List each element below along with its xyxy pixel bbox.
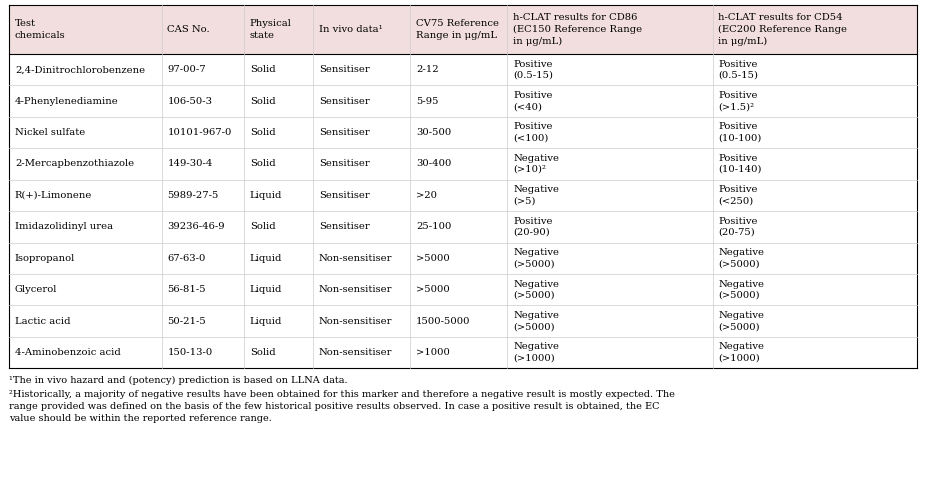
Text: ²Historically, a majority of negative results have been obtained for this marker: ²Historically, a majority of negative re… xyxy=(9,390,675,423)
Bar xyxy=(9,5,917,54)
Text: Negative
(>5000): Negative (>5000) xyxy=(513,248,559,268)
Text: Positive
(<100): Positive (<100) xyxy=(513,122,553,142)
Text: 56-81-5: 56-81-5 xyxy=(168,285,206,294)
Text: h-CLAT results for CD54
(EC200 Reference Range
in μg/mL): h-CLAT results for CD54 (EC200 Reference… xyxy=(719,13,847,46)
Text: Imidazolidinyl urea: Imidazolidinyl urea xyxy=(15,222,113,231)
Bar xyxy=(9,274,917,305)
Text: CV75 Reference
Range in μg/mL: CV75 Reference Range in μg/mL xyxy=(416,19,499,40)
Text: Solid: Solid xyxy=(250,160,275,168)
Bar xyxy=(9,54,917,85)
Text: >20: >20 xyxy=(416,191,437,200)
Text: Liquid: Liquid xyxy=(250,285,282,294)
Text: 1500-5000: 1500-5000 xyxy=(416,317,470,326)
Text: Sensitiser: Sensitiser xyxy=(319,191,369,200)
Text: Negative
(>5000): Negative (>5000) xyxy=(719,248,764,268)
Text: Solid: Solid xyxy=(250,97,275,106)
Text: 2-12: 2-12 xyxy=(416,65,439,74)
Text: Negative
(>10)²: Negative (>10)² xyxy=(513,154,559,174)
Text: Negative
(>1000): Negative (>1000) xyxy=(513,343,559,362)
Text: Sensitiser: Sensitiser xyxy=(319,65,369,74)
Text: Solid: Solid xyxy=(250,222,275,231)
Text: R(+)-Limonene: R(+)-Limonene xyxy=(15,191,93,200)
Text: Negative
(>5000): Negative (>5000) xyxy=(719,311,764,331)
Text: 10101-967-0: 10101-967-0 xyxy=(168,128,232,137)
Text: 30-400: 30-400 xyxy=(416,160,451,168)
Text: 5-95: 5-95 xyxy=(416,97,438,106)
Text: Negative
(>5): Negative (>5) xyxy=(513,185,559,205)
Text: Physical
state: Physical state xyxy=(250,19,292,40)
Text: CAS No.: CAS No. xyxy=(168,25,210,34)
Bar xyxy=(9,85,917,117)
Text: Test
chemicals: Test chemicals xyxy=(15,19,66,40)
Text: 2-Mercapbenzothiazole: 2-Mercapbenzothiazole xyxy=(15,160,134,168)
Text: 39236-46-9: 39236-46-9 xyxy=(168,222,225,231)
Text: Solid: Solid xyxy=(250,128,275,137)
Text: >1000: >1000 xyxy=(416,348,450,357)
Text: Positive
(20-90): Positive (20-90) xyxy=(513,217,553,237)
Bar xyxy=(9,337,917,368)
Text: 50-21-5: 50-21-5 xyxy=(168,317,206,326)
Text: Glycerol: Glycerol xyxy=(15,285,57,294)
Text: Liquid: Liquid xyxy=(250,254,282,263)
Text: Positive
(<40): Positive (<40) xyxy=(513,91,553,111)
Bar xyxy=(9,211,917,243)
Text: 4-Phenylenediamine: 4-Phenylenediamine xyxy=(15,97,119,106)
Text: 106-50-3: 106-50-3 xyxy=(168,97,212,106)
Text: 67-63-0: 67-63-0 xyxy=(168,254,206,263)
Text: Positive
(>1.5)²: Positive (>1.5)² xyxy=(719,91,757,111)
Text: Positive
(0.5-15): Positive (0.5-15) xyxy=(719,59,758,80)
Text: Isopropanol: Isopropanol xyxy=(15,254,75,263)
Text: Negative
(>5000): Negative (>5000) xyxy=(513,311,559,331)
Text: 4-Aminobenzoic acid: 4-Aminobenzoic acid xyxy=(15,348,120,357)
Text: 25-100: 25-100 xyxy=(416,222,451,231)
Text: >5000: >5000 xyxy=(416,254,450,263)
Bar xyxy=(9,305,917,337)
Text: Non-sensitiser: Non-sensitiser xyxy=(319,285,393,294)
Bar xyxy=(9,148,917,180)
Text: ¹The in vivo hazard and (potency) prediction is based on LLNA data.: ¹The in vivo hazard and (potency) predic… xyxy=(9,376,348,385)
Text: Sensitiser: Sensitiser xyxy=(319,222,369,231)
Text: Sensitiser: Sensitiser xyxy=(319,97,369,106)
Text: 2,4-Dinitrochlorobenzene: 2,4-Dinitrochlorobenzene xyxy=(15,65,145,74)
Text: 30-500: 30-500 xyxy=(416,128,451,137)
Bar xyxy=(9,243,917,274)
Text: Positive
(20-75): Positive (20-75) xyxy=(719,217,757,237)
Text: Positive
(10-140): Positive (10-140) xyxy=(719,154,761,174)
Text: Solid: Solid xyxy=(250,65,275,74)
Text: Lactic acid: Lactic acid xyxy=(15,317,70,326)
Text: 149-30-4: 149-30-4 xyxy=(168,160,213,168)
Text: Negative
(>1000): Negative (>1000) xyxy=(719,343,764,362)
Text: 97-00-7: 97-00-7 xyxy=(168,65,206,74)
Text: Positive
(<250): Positive (<250) xyxy=(719,185,757,205)
Text: >5000: >5000 xyxy=(416,285,450,294)
Text: Positive
(0.5-15): Positive (0.5-15) xyxy=(513,59,553,80)
Text: Non-sensitiser: Non-sensitiser xyxy=(319,348,393,357)
Text: Non-sensitiser: Non-sensitiser xyxy=(319,254,393,263)
Text: Nickel sulfate: Nickel sulfate xyxy=(15,128,85,137)
Text: 150-13-0: 150-13-0 xyxy=(168,348,213,357)
Text: Non-sensitiser: Non-sensitiser xyxy=(319,317,393,326)
Text: Positive
(10-100): Positive (10-100) xyxy=(719,122,761,142)
Text: Sensitiser: Sensitiser xyxy=(319,160,369,168)
Text: Solid: Solid xyxy=(250,348,275,357)
Text: 5989-27-5: 5989-27-5 xyxy=(168,191,219,200)
Text: Sensitiser: Sensitiser xyxy=(319,128,369,137)
Text: Liquid: Liquid xyxy=(250,317,282,326)
Text: h-CLAT results for CD86
(EC150 Reference Range
in μg/mL): h-CLAT results for CD86 (EC150 Reference… xyxy=(513,13,642,46)
Bar xyxy=(9,117,917,148)
Text: Liquid: Liquid xyxy=(250,191,282,200)
Text: Negative
(>5000): Negative (>5000) xyxy=(513,280,559,300)
Bar xyxy=(9,180,917,211)
Text: In vivo data¹: In vivo data¹ xyxy=(319,25,382,34)
Text: Negative
(>5000): Negative (>5000) xyxy=(719,280,764,300)
